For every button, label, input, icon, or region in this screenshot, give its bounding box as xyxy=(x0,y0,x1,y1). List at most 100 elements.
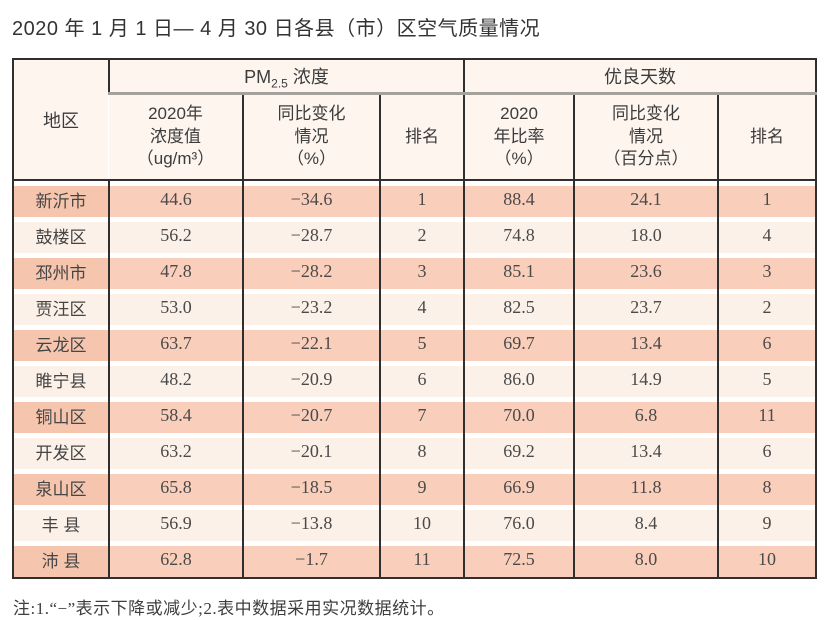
table-row: 邳州市 47.8 −28.2 3 85.1 23.6 3 xyxy=(13,253,817,289)
ratio-rank-cell: 5 xyxy=(717,361,817,397)
pm-change-cell: −20.9 xyxy=(242,361,380,397)
pm-rank-cell: 11 xyxy=(378,541,465,578)
group-header-good-days: 优良天数 xyxy=(463,59,817,95)
pm-rank-cell: 1 xyxy=(378,180,465,217)
ratio-change-cell: 18.0 xyxy=(573,217,719,253)
column-header-ratio: 2020 年比率 （%） xyxy=(463,93,575,181)
table-row: 贾汪区 53.0 −23.2 4 82.5 23.7 2 xyxy=(13,289,817,325)
air-quality-table: 地区 PM2.5 浓度 优良天数 2020年 浓度值 （ug/m³） 同比变化 … xyxy=(12,58,818,579)
pm-rank-cell: 10 xyxy=(378,505,465,541)
column-header-pm-change: 同比变化 情况 （%） xyxy=(242,93,380,181)
ratio-cell: 72.5 xyxy=(463,541,575,578)
pm-rank-cell: 3 xyxy=(378,253,465,289)
ratio-rank-cell: 1 xyxy=(717,180,817,217)
ratio-cell: 69.7 xyxy=(463,325,575,361)
pm-change-cell: −20.1 xyxy=(242,433,380,469)
ratio-cell: 69.2 xyxy=(463,433,575,469)
ratio-cell: 76.0 xyxy=(463,505,575,541)
header-sub-row: 2020年 浓度值 （ug/m³） 同比变化 情况 （%） 排名 2020 年比… xyxy=(13,93,817,181)
page-title: 2020 年 1 月 1 日— 4 月 30 日各县（市）区空气质量情况 xyxy=(12,18,541,40)
pm-value-cell: 44.6 xyxy=(108,180,243,217)
ratio-change-cell: 11.8 xyxy=(573,469,719,505)
pm25-label-prefix: PM xyxy=(244,67,272,87)
pm-value-cell: 62.8 xyxy=(108,541,243,578)
region-cell: 沛 县 xyxy=(13,541,109,578)
table-row: 泉山区 65.8 −18.5 9 66.9 11.8 8 xyxy=(13,469,817,505)
column-header-region: 地区 xyxy=(13,59,109,181)
pm25-label-suffix: 浓度 xyxy=(287,67,329,87)
ratio-change-cell: 8.4 xyxy=(573,505,719,541)
ratio-rank-cell: 6 xyxy=(717,325,817,361)
ratio-change-cell: 8.0 xyxy=(573,541,719,578)
pm-change-cell: −34.6 xyxy=(242,180,380,217)
ratio-cell: 88.4 xyxy=(463,180,575,217)
ratio-rank-cell: 11 xyxy=(717,397,817,433)
table-row: 新沂市 44.6 −34.6 1 88.4 24.1 1 xyxy=(13,180,817,217)
region-cell: 贾汪区 xyxy=(13,289,109,325)
table-row: 开发区 63.2 −20.1 8 69.2 13.4 6 xyxy=(13,433,817,469)
pm-value-cell: 63.7 xyxy=(108,325,243,361)
pm-value-cell: 56.9 xyxy=(108,505,243,541)
ratio-change-cell: 23.7 xyxy=(573,289,719,325)
table-row: 沛 县 62.8 −1.7 11 72.5 8.0 10 xyxy=(13,541,817,578)
region-cell: 丰 县 xyxy=(13,505,109,541)
pm-value-cell: 63.2 xyxy=(108,433,243,469)
footnote: 注:1.“−”表示下降或减少;2.表中数据采用实况数据统计。 xyxy=(13,599,445,618)
pm-change-cell: −28.7 xyxy=(242,217,380,253)
column-header-pm-value: 2020年 浓度值 （ug/m³） xyxy=(109,93,243,181)
region-cell: 睢宁县 xyxy=(13,361,109,397)
table-header: 地区 PM2.5 浓度 优良天数 2020年 浓度值 （ug/m³） 同比变化 … xyxy=(13,59,817,181)
table-body: 新沂市 44.6 −34.6 1 88.4 24.1 1 鼓楼区 56.2 −2… xyxy=(13,180,817,578)
ratio-change-cell: 23.6 xyxy=(573,253,719,289)
ratio-change-cell: 14.9 xyxy=(573,361,719,397)
column-header-ratio-rank: 排名 xyxy=(717,93,817,181)
pm-change-cell: −20.7 xyxy=(242,397,380,433)
pm-rank-cell: 2 xyxy=(378,217,465,253)
ratio-cell: 82.5 xyxy=(463,289,575,325)
region-cell: 新沂市 xyxy=(13,180,109,217)
table-row: 鼓楼区 56.2 −28.7 2 74.8 18.0 4 xyxy=(13,217,817,253)
ratio-change-cell: 13.4 xyxy=(573,325,719,361)
ratio-rank-cell: 3 xyxy=(717,253,817,289)
pm-value-cell: 47.8 xyxy=(108,253,243,289)
pm-rank-cell: 4 xyxy=(378,289,465,325)
ratio-cell: 70.0 xyxy=(463,397,575,433)
pm-value-cell: 58.4 xyxy=(108,397,243,433)
ratio-cell: 66.9 xyxy=(463,469,575,505)
table-row: 云龙区 63.7 −22.1 5 69.7 13.4 6 xyxy=(13,325,817,361)
column-header-ratio-change: 同比变化 情况 （百分点） xyxy=(573,93,719,181)
column-header-pm-rank: 排名 xyxy=(378,93,465,181)
ratio-change-cell: 13.4 xyxy=(573,433,719,469)
pm-rank-cell: 8 xyxy=(378,433,465,469)
pm-value-cell: 65.8 xyxy=(108,469,243,505)
pm-rank-cell: 7 xyxy=(378,397,465,433)
ratio-rank-cell: 8 xyxy=(717,469,817,505)
region-cell: 开发区 xyxy=(13,433,109,469)
pm-change-cell: −18.5 xyxy=(242,469,380,505)
region-cell: 铜山区 xyxy=(13,397,109,433)
ratio-change-cell: 6.8 xyxy=(573,397,719,433)
ratio-rank-cell: 9 xyxy=(717,505,817,541)
pm-change-cell: −13.8 xyxy=(242,505,380,541)
header-group-row: 地区 PM2.5 浓度 优良天数 xyxy=(13,59,817,181)
pm25-label-subscript: 2.5 xyxy=(271,76,288,91)
pm-change-cell: −22.1 xyxy=(242,325,380,361)
ratio-cell: 86.0 xyxy=(463,361,575,397)
pm-rank-cell: 9 xyxy=(378,469,465,505)
region-cell: 鼓楼区 xyxy=(13,217,109,253)
ratio-rank-cell: 4 xyxy=(717,217,817,253)
pm-rank-cell: 6 xyxy=(378,361,465,397)
table-row: 睢宁县 48.2 −20.9 6 86.0 14.9 5 xyxy=(13,361,817,397)
pm-rank-cell: 5 xyxy=(378,325,465,361)
ratio-cell: 74.8 xyxy=(463,217,575,253)
ratio-rank-cell: 6 xyxy=(717,433,817,469)
pm-change-cell: −1.7 xyxy=(242,541,380,578)
region-cell: 邳州市 xyxy=(13,253,109,289)
pm-value-cell: 56.2 xyxy=(108,217,243,253)
pm-change-cell: −28.2 xyxy=(242,253,380,289)
pm-value-cell: 53.0 xyxy=(108,289,243,325)
ratio-rank-cell: 2 xyxy=(717,289,817,325)
group-header-pm25: PM2.5 浓度 xyxy=(107,59,465,95)
ratio-cell: 85.1 xyxy=(463,253,575,289)
